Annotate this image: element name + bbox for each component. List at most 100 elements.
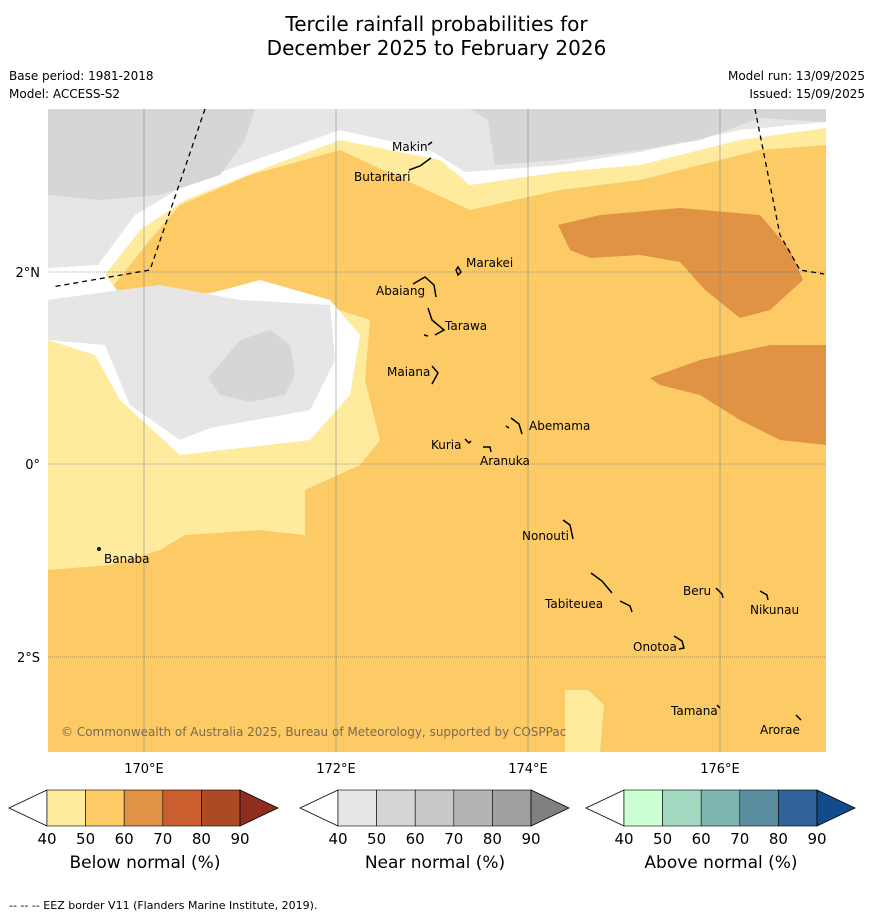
label-maiana: Maiana (387, 365, 430, 379)
legend-near-swatch-0 (337, 789, 377, 827)
title-line-1: Tercile rainfall probabilities for (285, 12, 588, 36)
island-nikunau-shape (759, 590, 769, 601)
island-banaba-shape (97, 547, 101, 551)
label-abaiang: Abaiang (376, 284, 425, 298)
legend-above-tick-80: 80 (769, 830, 788, 848)
island-labels: Makin Butaritari Marakei Abaiang Tarawa … (104, 140, 800, 737)
legend-above-swatch-4 (778, 789, 818, 827)
legend-below-arrow-high (239, 789, 279, 827)
meta-left: Base period: 1981-2018 Model: ACCESS-S2 (9, 67, 154, 103)
eez-footnote: -- -- -- EEZ border V11 (Flanders Marine… (9, 899, 318, 912)
label-tarawa: Tarawa (444, 319, 487, 333)
lon-axis-labels: 170°E 172°E 174°E 176°E (124, 762, 740, 777)
legend-above-title: Above normal (%) (644, 853, 798, 873)
label-tabiteuea: Tabiteuea (544, 597, 603, 611)
island-outlines (97, 141, 802, 721)
label-banaba: Banaba (104, 552, 150, 566)
legend-above-arrow-high (816, 789, 856, 827)
legend-near-normal: 40 50 60 70 80 90 (299, 789, 570, 848)
lon-label-176: 176°E (700, 762, 740, 777)
legend-below-tick-50: 50 (76, 830, 95, 848)
legend-above-tick-60: 60 (692, 830, 711, 848)
island-kuria-shape (464, 438, 472, 445)
graticule (48, 271, 826, 658)
legend-below-tick-80: 80 (192, 830, 211, 848)
model-run: Model run: 13/09/2025 (727, 69, 865, 83)
legend-below-swatch-3 (162, 789, 202, 827)
copyright-note: © Commonwealth of Australia 2025, Bureau… (61, 725, 566, 739)
legend-near-swatch-3 (453, 789, 493, 827)
lon-label-170: 170°E (124, 762, 164, 777)
island-maiana-shape (431, 365, 439, 385)
legend-above-tick-40: 40 (614, 830, 633, 848)
lat-label-0: 0° (25, 458, 40, 473)
region-below-40-50-south (565, 690, 604, 752)
legend-below-normal: 40 50 60 70 80 90 (8, 789, 279, 848)
region-near-50-60-nw (48, 109, 255, 200)
eez-border-east (754, 108, 825, 275)
label-nonouti: Nonouti (522, 529, 569, 543)
island-tarawa-shape (423, 307, 446, 337)
island-onotoa-shape (673, 635, 685, 650)
legend-below-arrow-low (8, 789, 48, 827)
model-name: Model: ACCESS-S2 (9, 87, 121, 101)
island-marakei-shape (455, 265, 462, 277)
legend-below-tick-70: 70 (153, 830, 172, 848)
legend-above-tick-50: 50 (653, 830, 672, 848)
chart-title: Tercile rainfall probabilities for Decem… (0, 12, 873, 60)
region-below-60-70-ne (558, 208, 803, 318)
legend-below-title: Below normal (%) (69, 853, 221, 873)
island-makin-shape (427, 141, 433, 146)
legend-near-arrow-low (299, 789, 339, 827)
region-near-40-50-west (48, 285, 335, 440)
base-period: Base period: 1981-2018 (9, 69, 154, 83)
legend-below-swatch-0 (46, 789, 86, 827)
legend-below-swatch-2 (123, 789, 164, 827)
legend-below-tick-60: 60 (115, 830, 134, 848)
legend-above-normal: 40 50 60 70 80 90 (585, 789, 856, 848)
island-arorae-shape (795, 714, 802, 721)
legend-above-swatch-3 (739, 789, 779, 827)
lat-axis-labels: 2°N 0° 2°S (16, 266, 41, 666)
legend-near-swatch-1 (376, 789, 416, 827)
legend-above-tick-90: 90 (807, 830, 826, 848)
legend-above-tick-70: 70 (730, 830, 749, 848)
legend-near-swatch-4 (492, 789, 532, 827)
label-beru: Beru (683, 584, 711, 598)
eez-border (51, 108, 825, 288)
lat-label-2n: 2°N (16, 266, 41, 281)
legend-near-tick-50: 50 (367, 830, 386, 848)
label-nikunau: Nikunau (750, 603, 799, 617)
legend-near-swatch-2 (414, 789, 455, 827)
legend-near-tick-60: 60 (406, 830, 425, 848)
legend-near-tick-90: 90 (521, 830, 540, 848)
title-line-2: December 2025 to February 2026 (266, 36, 607, 60)
label-abemama: Abemama (529, 419, 590, 433)
eez-border-west (51, 108, 206, 288)
probability-field (48, 109, 826, 752)
legend-near-tick-80: 80 (483, 830, 502, 848)
region-below-60-70-east (650, 345, 826, 445)
lon-label-174: 174°E (508, 762, 548, 777)
island-beru-shape (715, 587, 724, 599)
meta-right: Model run: 13/09/2025 Issued: 15/09/2025 (728, 67, 865, 103)
legend-above-swatch-0 (623, 789, 663, 827)
label-arorae: Arorae (760, 723, 800, 737)
label-marakei: Marakei (466, 256, 513, 270)
legend-below-swatch-1 (85, 789, 125, 827)
island-aranuka-shape (483, 446, 492, 453)
label-makin: Makin (392, 140, 428, 154)
label-onotoa: Onotoa (633, 640, 677, 654)
label-butaritari: Butaritari (354, 170, 411, 184)
label-tamana: Tamana (670, 704, 718, 718)
label-aranuka: Aranuka (480, 454, 530, 468)
legend-below-tick-90: 90 (230, 830, 249, 848)
lon-label-172: 172°E (316, 762, 356, 777)
lat-label-2s: 2°S (17, 651, 40, 666)
island-nonouti-shape (562, 519, 574, 540)
legend-above-arrow-low (585, 789, 625, 827)
island-butaritari-shape (408, 157, 432, 171)
region-near-50-60-ne (330, 109, 826, 165)
issued-date: Issued: 15/09/2025 (749, 87, 865, 101)
legend-near-tick-40: 40 (328, 830, 347, 848)
